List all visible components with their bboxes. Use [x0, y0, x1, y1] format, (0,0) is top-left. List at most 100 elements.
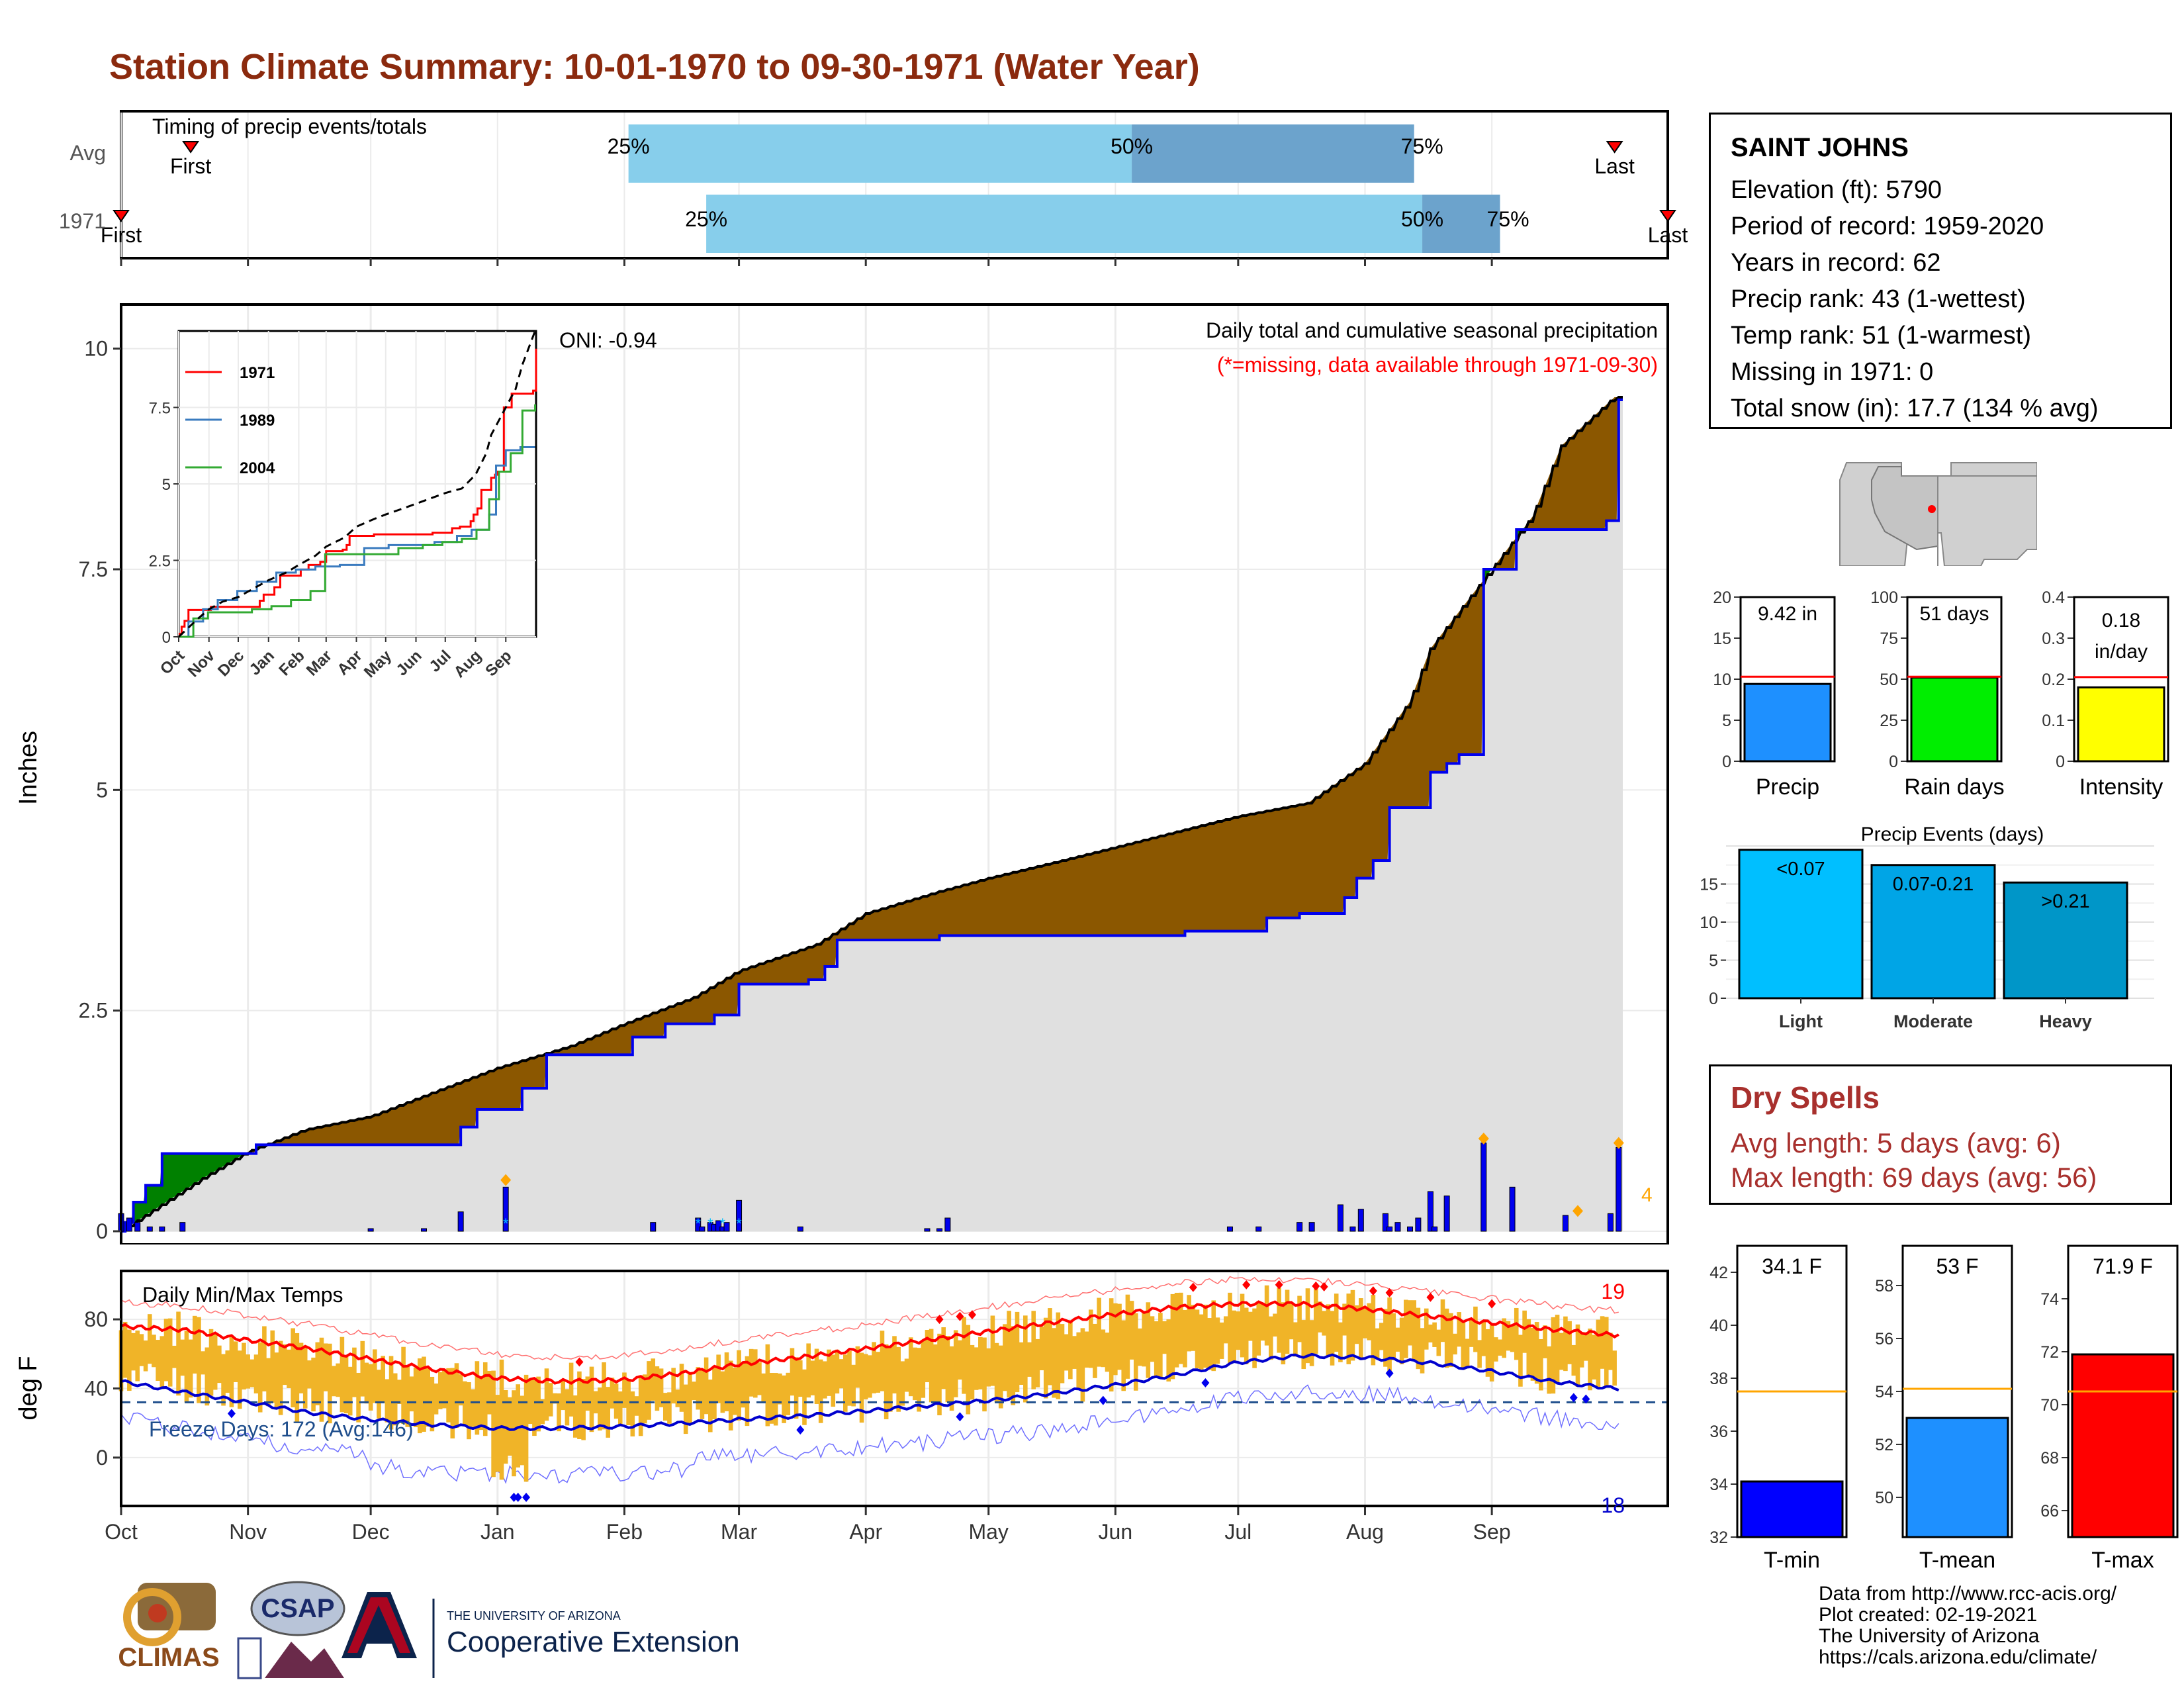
daily-precip-bar [146, 1226, 153, 1232]
daily-temp-bar [1125, 1294, 1130, 1379]
timing-first-label: First [170, 154, 211, 178]
daily-temp-bar [741, 1363, 746, 1408]
precip-ytick-label-1: 2.5 [79, 999, 108, 1023]
timing-last-label: Last [1594, 154, 1635, 178]
record-high-marker [575, 1357, 584, 1367]
daily-temp-bar [1350, 1289, 1355, 1361]
daily-temp-bar [614, 1383, 619, 1419]
daily-temp-bar [1056, 1312, 1061, 1399]
daily-precip-bar [699, 1226, 705, 1232]
daily-temp-bar [307, 1360, 312, 1389]
gauge-ytick-label-0: 0 [2056, 753, 2065, 771]
daily-temp-bar [1019, 1342, 1024, 1385]
daily-temp-bar [1547, 1346, 1552, 1394]
daily-temp-bar [229, 1335, 234, 1407]
daily-temp-bar [1060, 1324, 1065, 1383]
daily-temp-bar [156, 1340, 160, 1381]
daily-temp-bar [1436, 1329, 1441, 1356]
record-high-marker [1488, 1299, 1496, 1309]
record-high-marker [1275, 1280, 1283, 1289]
daily-temp-bar [998, 1345, 1003, 1409]
daily-temp-bar [1121, 1320, 1126, 1391]
marker-count-label: 4 [1641, 1184, 1653, 1206]
month-label-8: Jun [1099, 1520, 1133, 1544]
record-high-line [120, 1276, 1619, 1361]
daily-temp-bar [1011, 1326, 1016, 1405]
daily-precip-bar [502, 1186, 509, 1232]
csap-cloud [250, 1581, 345, 1636]
precip-gauge: 0 5 10 15 20 9.42 in Precip [1713, 588, 1836, 800]
record-high-marker [1369, 1286, 1377, 1296]
daily-precip-bar [179, 1222, 186, 1232]
events-bar-label-0: <0.07 [1776, 859, 1825, 880]
daily-temp-bar [728, 1360, 733, 1430]
daily-temp-bar [176, 1311, 181, 1396]
precip-events-title: Precip Events (days) [1861, 823, 2044, 845]
daily-temp-bar [1273, 1313, 1277, 1337]
daily-temp-bar [458, 1374, 463, 1406]
deficit-area [1524, 397, 1623, 530]
credit-source: Data from http://www.rcc-acis.org/ [1819, 1583, 2117, 1605]
precip-ytick-label-0: 0 [96, 1219, 108, 1243]
daily-temp-bar [201, 1351, 205, 1375]
daily-temp-bar [311, 1357, 316, 1412]
deficit-area [1494, 530, 1517, 569]
daily-precip-bar [1297, 1222, 1303, 1232]
daily-temp-bar [1048, 1308, 1052, 1385]
daily-temp-bar [749, 1348, 754, 1397]
daily-temp-bar [450, 1368, 455, 1439]
daily-temp-bar [221, 1354, 226, 1406]
daily-temp-bar [1211, 1300, 1216, 1372]
daily-temp-bar [343, 1356, 349, 1414]
climas-logo: CLIMAS [118, 1583, 220, 1672]
timing-bar-25-50-1971 [706, 195, 1423, 253]
record-high-marker [1312, 1281, 1320, 1291]
daily-temp-bar [1404, 1299, 1408, 1358]
temp-y-label: deg F [15, 1356, 42, 1420]
daily-temp-bar [572, 1395, 578, 1438]
record-high-marker [1426, 1292, 1435, 1302]
daily-temp-bar [1399, 1317, 1404, 1364]
daily-temp-bar [328, 1343, 332, 1424]
ua-university-name: THE UNIVERSITY OF ARIZONA [447, 1609, 621, 1622]
daily-temp-bar [381, 1356, 385, 1403]
daily-temp-bar [1199, 1314, 1204, 1370]
daily-temp-bar [606, 1387, 611, 1438]
current-cumulative-line [121, 399, 1623, 1233]
daily-temp-bar [197, 1317, 201, 1403]
gauge-ytick-label-4: 0.4 [2042, 588, 2065, 607]
events-bar-moderate [1870, 864, 1996, 1000]
daily-temp-bar [1007, 1311, 1011, 1398]
dry-spells-avg: Avg length: 5 days (avg: 6) [1731, 1127, 2061, 1158]
daily-temp-bar [287, 1349, 291, 1388]
daily-temp-bar [205, 1347, 210, 1406]
timing-pct-label: 50% [1111, 134, 1153, 158]
timing-label: Timing of precip events/totals [152, 115, 427, 138]
daily-temp-bar [1264, 1285, 1269, 1346]
daily-temp-bar [1432, 1322, 1437, 1347]
daily-temp-bar [1494, 1337, 1498, 1362]
daily-temp-bar [610, 1378, 615, 1409]
daily-temp-bar [982, 1337, 987, 1412]
csap-wordmark: CSAP [261, 1594, 334, 1623]
daily-temp-bar [548, 1383, 553, 1417]
daily-temp-bar [368, 1364, 373, 1411]
daily-temp-bar [250, 1359, 255, 1387]
daily-temp-bar [880, 1331, 885, 1391]
precip-chart: * * * * * 0 2.5 5 7.5 10 Inches Daily total and … [15, 303, 1669, 1244]
inset-legend-label-2: 2004 [240, 459, 275, 477]
month-label-4: Feb [606, 1520, 643, 1544]
daily-temp-bar [1080, 1328, 1085, 1402]
daily-temp-bar [127, 1329, 132, 1391]
events-bar-label-2: >0.21 [2041, 891, 2089, 912]
gauge-bar [1740, 1480, 1844, 1538]
daily-temp-bar [724, 1352, 729, 1411]
daily-temp-bar [1146, 1302, 1151, 1378]
snow-marker: * [720, 1215, 726, 1232]
daily-temp-bar [643, 1374, 647, 1424]
daily-temp-bar [1052, 1328, 1056, 1398]
daily-temp-bar [1563, 1316, 1568, 1372]
daily-precip-bar [797, 1226, 803, 1232]
temp-y-axis: 0 40 80 [84, 1307, 121, 1470]
daily-temp-bar [1281, 1302, 1286, 1365]
